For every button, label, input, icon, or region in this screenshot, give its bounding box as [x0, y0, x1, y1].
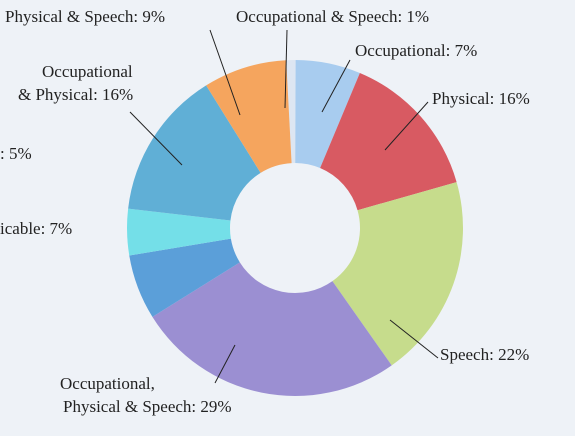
- slice-label: Physical & Speech: 29%: [63, 397, 232, 416]
- slice-label: Occupational & Speech: 1%: [236, 7, 429, 26]
- slice-label: Occupational,: [60, 374, 155, 393]
- slice: [320, 73, 457, 211]
- slice: [295, 60, 360, 169]
- leader-line: [129, 111, 183, 166]
- leader-line: [284, 29, 288, 109]
- slice-label: & Physical: 16%: [18, 85, 133, 104]
- slice: [128, 85, 261, 221]
- leader-line: [384, 101, 429, 151]
- leader-line: [214, 344, 236, 384]
- leader-line: [209, 29, 241, 116]
- slice-label: Occupational: [42, 62, 133, 81]
- slice-label: Physical: 16%: [432, 89, 530, 108]
- slice: [152, 262, 392, 396]
- slice-label: icable: 7%: [0, 219, 72, 238]
- leader-line: [321, 59, 351, 113]
- slice: [332, 182, 464, 366]
- slice-label: : 5%: [0, 144, 32, 163]
- slice: [127, 208, 231, 256]
- leader-line: [389, 319, 439, 359]
- slice-label: Speech: 22%: [440, 345, 529, 364]
- slice: [286, 60, 296, 164]
- slice-label: Physical & Speech: 9%: [5, 7, 165, 26]
- slice: [129, 238, 240, 317]
- slice-label: Occupational: 7%: [355, 41, 477, 60]
- slice: [206, 60, 292, 173]
